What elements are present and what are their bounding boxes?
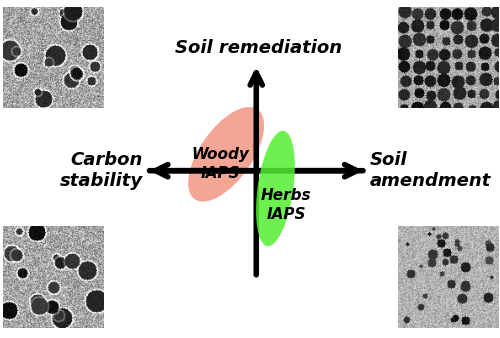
Text: Woody
IAPS: Woody IAPS bbox=[192, 147, 250, 180]
Ellipse shape bbox=[188, 107, 264, 201]
Ellipse shape bbox=[256, 131, 295, 246]
Text: Soil
amendment: Soil amendment bbox=[370, 151, 492, 190]
Text: Carbon
stability: Carbon stability bbox=[60, 151, 142, 190]
Text: Herbs
IAPS: Herbs IAPS bbox=[261, 188, 312, 222]
Text: Soil remediation: Soil remediation bbox=[176, 39, 342, 57]
